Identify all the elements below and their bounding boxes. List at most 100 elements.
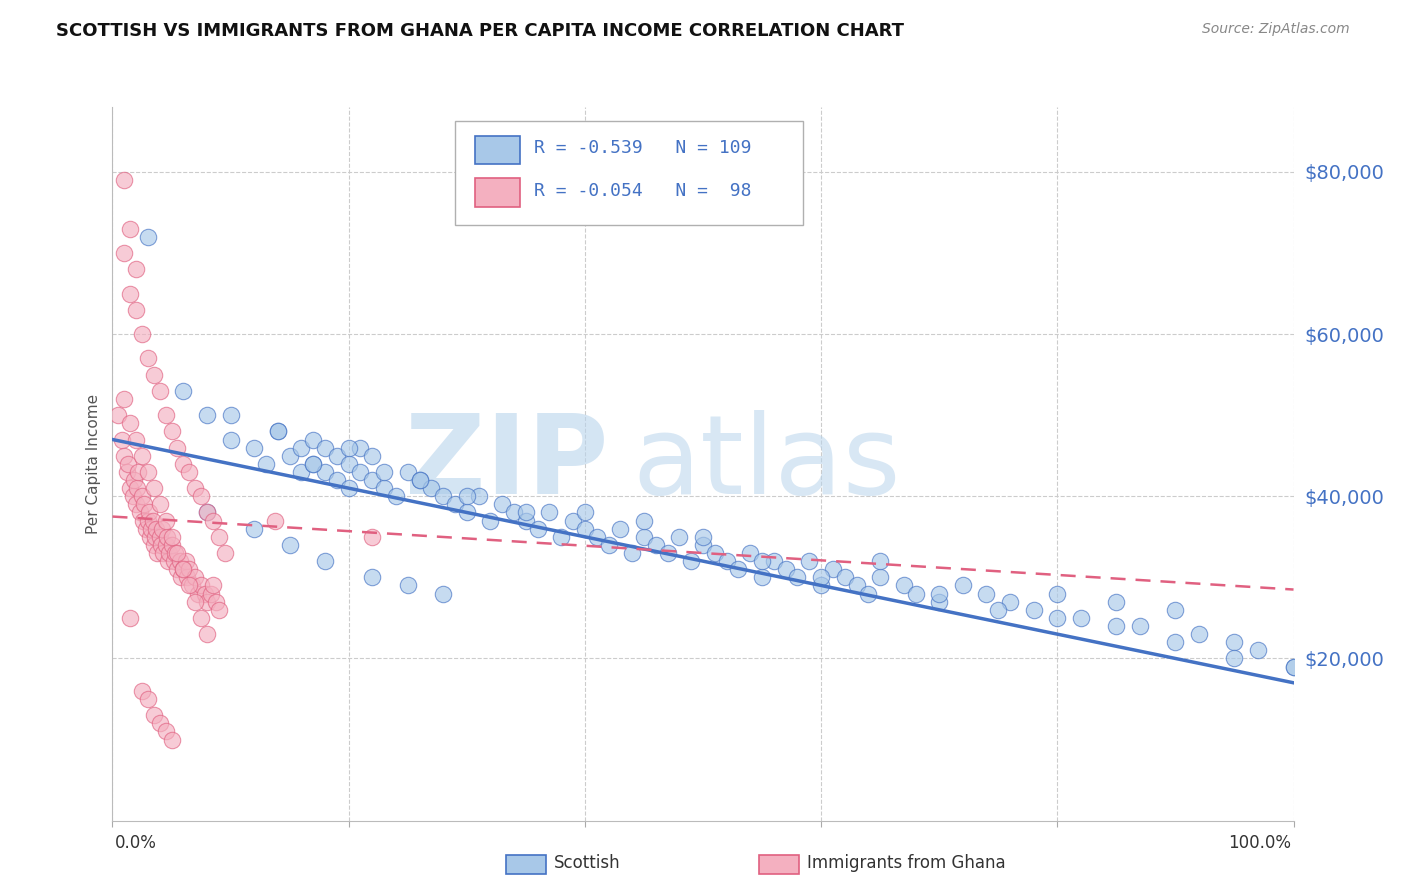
Point — [115, 465, 138, 479]
Point — [1223, 651, 1246, 665]
Point — [668, 530, 690, 544]
Point — [120, 286, 142, 301]
Point — [169, 554, 191, 568]
Point — [149, 530, 172, 544]
Point — [122, 473, 145, 487]
Text: 100.0%: 100.0% — [1227, 834, 1291, 852]
Point — [799, 554, 821, 568]
Point — [585, 530, 607, 544]
Point — [1070, 611, 1092, 625]
Point — [142, 538, 165, 552]
Point — [302, 457, 325, 471]
Point — [1046, 611, 1069, 625]
Point — [160, 538, 183, 552]
Point — [834, 570, 856, 584]
Point — [194, 586, 217, 600]
Point — [998, 595, 1021, 609]
Point — [515, 514, 537, 528]
Point — [201, 578, 224, 592]
Point — [904, 586, 927, 600]
Point — [278, 449, 301, 463]
Point — [550, 530, 572, 544]
Point — [869, 570, 891, 584]
Point — [1164, 603, 1187, 617]
Point — [190, 611, 212, 625]
Point — [267, 425, 290, 439]
Point — [858, 586, 880, 600]
Point — [155, 514, 177, 528]
Point — [195, 506, 218, 520]
Point — [692, 530, 714, 544]
Point — [1282, 659, 1305, 673]
Point — [120, 481, 142, 495]
Point — [179, 465, 201, 479]
Point — [155, 408, 177, 422]
Point — [136, 229, 159, 244]
Point — [136, 351, 159, 366]
Point — [633, 530, 655, 544]
Point — [1105, 595, 1128, 609]
Point — [869, 554, 891, 568]
Point — [156, 530, 179, 544]
Point — [314, 441, 336, 455]
Point — [179, 562, 201, 576]
Point — [361, 473, 384, 487]
Point — [195, 595, 218, 609]
Point — [195, 408, 218, 422]
Point — [172, 562, 194, 576]
Point — [1105, 619, 1128, 633]
Point — [987, 603, 1010, 617]
Point — [302, 433, 325, 447]
Point — [131, 489, 153, 503]
Point — [349, 465, 371, 479]
Point — [155, 538, 177, 552]
Point — [166, 562, 188, 576]
Point — [163, 554, 186, 568]
Point — [149, 384, 172, 398]
Point — [120, 611, 142, 625]
Point — [703, 546, 725, 560]
Text: atlas: atlas — [633, 410, 901, 517]
Y-axis label: Per Capita Income: Per Capita Income — [86, 393, 101, 534]
Point — [928, 595, 950, 609]
Point — [337, 457, 360, 471]
Point — [751, 570, 773, 584]
Point — [810, 578, 832, 592]
Point — [134, 497, 156, 511]
Point — [112, 449, 135, 463]
Point — [219, 408, 242, 422]
Point — [243, 522, 266, 536]
Point — [156, 554, 179, 568]
Point — [190, 489, 212, 503]
Point — [243, 441, 266, 455]
Point — [160, 425, 183, 439]
Point — [142, 481, 165, 495]
Point — [112, 173, 135, 187]
Point — [762, 554, 785, 568]
Point — [149, 538, 172, 552]
Point — [165, 546, 187, 560]
Point — [609, 522, 631, 536]
Point — [264, 514, 287, 528]
Point — [1247, 643, 1270, 657]
Point — [786, 570, 808, 584]
Point — [136, 465, 159, 479]
Point — [290, 465, 312, 479]
Point — [361, 449, 384, 463]
Point — [146, 546, 169, 560]
Point — [138, 506, 160, 520]
Point — [200, 586, 222, 600]
Point — [373, 465, 395, 479]
Point — [349, 441, 371, 455]
Point — [467, 489, 489, 503]
Text: R = -0.054   N =  98: R = -0.054 N = 98 — [534, 182, 752, 200]
Point — [361, 530, 384, 544]
Point — [928, 586, 950, 600]
Point — [155, 724, 177, 739]
Point — [111, 433, 134, 447]
Point — [254, 457, 277, 471]
Point — [503, 506, 526, 520]
Point — [562, 514, 585, 528]
Text: Immigrants from Ghana: Immigrants from Ghana — [807, 854, 1005, 871]
Point — [681, 554, 703, 568]
